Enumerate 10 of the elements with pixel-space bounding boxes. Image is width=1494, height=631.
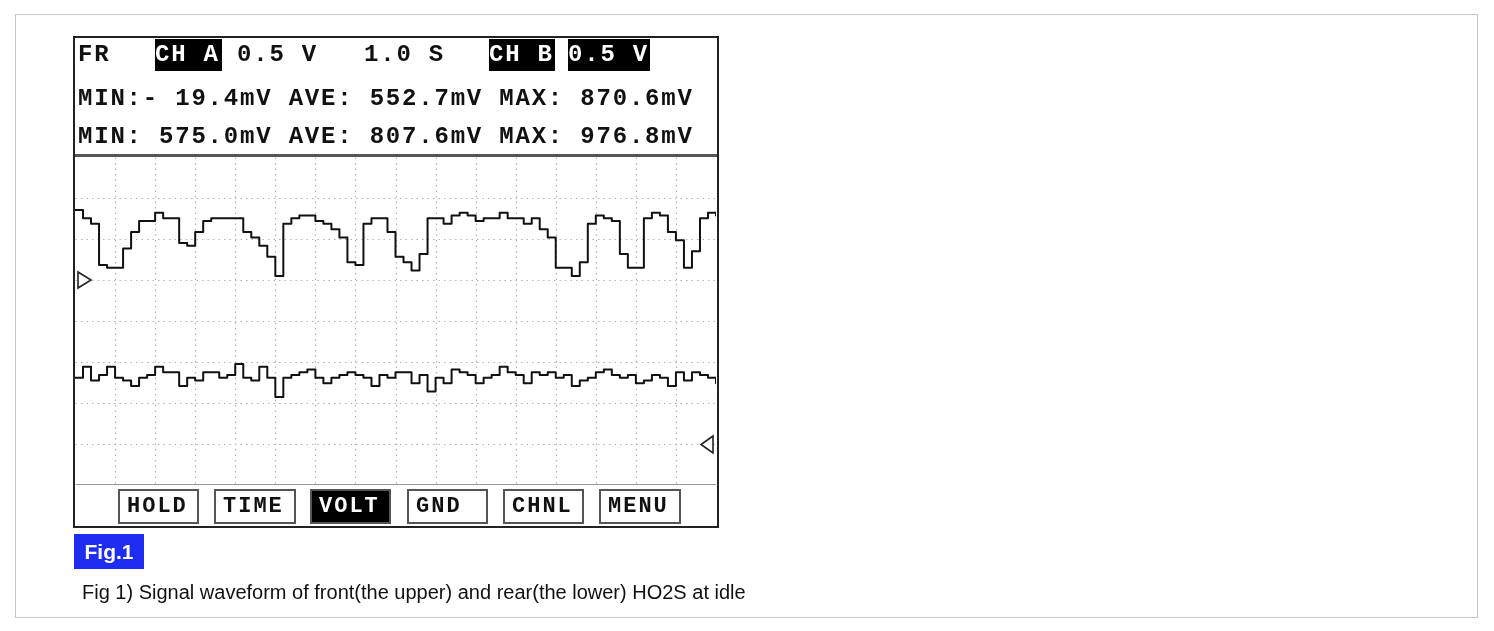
caption: Fig 1) Signal waveform of front(the upper) and rear(the lower) HO2S at idle bbox=[82, 580, 746, 605]
text: MIN:- 19.4mV AVE: 552.7mV MAX: 870.6mV bbox=[78, 84, 694, 114]
text: 0.5 V bbox=[237, 40, 319, 70]
text: MIN: 575.0mV AVE: 807.6mV MAX: 976.8mV bbox=[78, 122, 694, 152]
caption: Fig.1 bbox=[74, 534, 144, 569]
text: CH A bbox=[155, 39, 222, 71]
text: CH B bbox=[489, 39, 555, 71]
text: 1.0 S bbox=[364, 40, 446, 70]
text: 0.5 V bbox=[568, 39, 650, 71]
text: FR bbox=[78, 40, 111, 70]
